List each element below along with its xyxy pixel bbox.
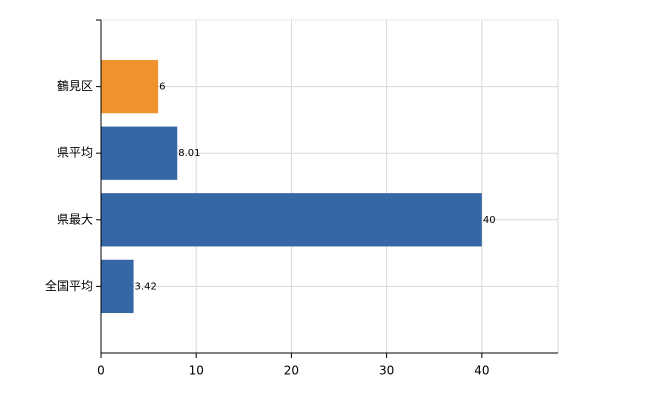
y-tick-label: 県平均 xyxy=(57,146,93,160)
value-label: 40 xyxy=(483,215,496,226)
value-label: 6 xyxy=(159,82,165,93)
value-label: 8.01 xyxy=(178,148,200,159)
value-label: 3.42 xyxy=(135,281,157,292)
y-tick-label: 全国平均 xyxy=(45,278,93,293)
y-tick-label: 鶴見区 xyxy=(57,78,93,93)
bar xyxy=(101,259,134,314)
x-tick-label: 40 xyxy=(474,364,489,378)
x-tick-label: 20 xyxy=(284,364,299,378)
x-tick-label: 10 xyxy=(189,364,204,378)
y-tick-label: 県最大 xyxy=(57,212,93,226)
bar xyxy=(101,193,482,247)
x-tick-label: 30 xyxy=(379,364,394,378)
bar xyxy=(101,126,178,180)
x-tick-label: 0 xyxy=(97,364,105,378)
bar xyxy=(101,59,159,114)
